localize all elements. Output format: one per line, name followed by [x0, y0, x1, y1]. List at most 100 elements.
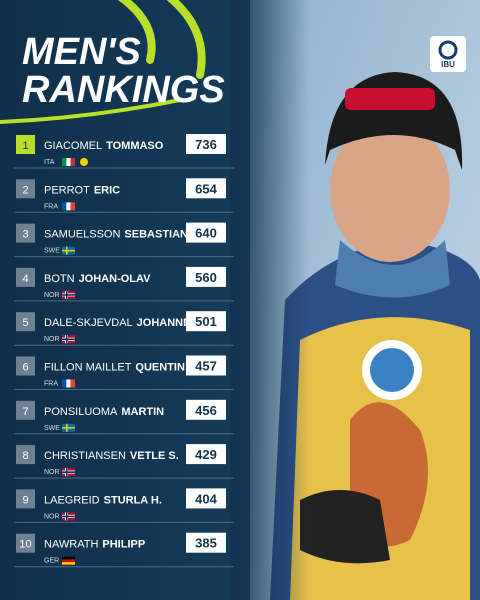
country: ITA [44, 159, 55, 166]
surname: DALE-SKJEVDAL [44, 317, 133, 329]
logo-text: IBU [441, 60, 455, 69]
surname: PERROT [44, 184, 90, 196]
rank-box [16, 267, 35, 287]
rank-box [16, 356, 35, 376]
first-name: SEBASTIAN [124, 229, 188, 241]
country: NOR [44, 292, 60, 299]
athlete-name: FILLON MAILLET QUENTIN [44, 362, 185, 374]
swoosh [0, 0, 206, 124]
flag-stripe [70, 158, 75, 166]
surname: FILLON MAILLET [44, 362, 132, 374]
flag-stripe [62, 379, 67, 388]
rank-box [16, 489, 35, 509]
flag [62, 246, 75, 255]
surname: SAMUELSSON [44, 229, 120, 241]
rank-box [16, 533, 35, 553]
points-box [186, 311, 226, 332]
flag-stripe [70, 379, 75, 388]
country: GER [44, 558, 59, 565]
country: NOR [44, 336, 60, 343]
country: FRA [44, 381, 58, 388]
country: NOR [44, 513, 60, 520]
points: 736 [195, 137, 217, 152]
flag-stripe [62, 158, 67, 166]
flag-cross [62, 471, 75, 473]
ranking-row: 1 GIACOMEL TOMMASO ITA 736 [14, 134, 234, 169]
points: 429 [195, 447, 217, 462]
athlete-name: PONSILUOMA MARTIN [44, 406, 164, 418]
rank: 9 [22, 494, 28, 506]
rank-box [16, 179, 35, 199]
first-name: STURLA H. [104, 494, 162, 506]
points-box [186, 134, 226, 154]
rank: 4 [22, 273, 28, 285]
photo-fade [230, 0, 310, 600]
athlete-name: PERROT ERIC [44, 184, 120, 196]
flag [62, 158, 75, 166]
flag-stripe [62, 556, 75, 560]
points: 404 [195, 491, 217, 506]
country: SWE [44, 248, 60, 255]
athlete-name: NAWRATH PHILIPP [44, 539, 145, 551]
ranking-row: 5 DALE-SKJEVDAL JOHANNES NOR 501 [14, 311, 234, 346]
flag-stripe [70, 202, 75, 211]
flag [62, 335, 75, 344]
leader-dot [80, 158, 88, 166]
points-box [186, 266, 226, 287]
points: 560 [195, 270, 217, 285]
rank: 8 [22, 450, 28, 462]
flag-stripe [62, 559, 75, 563]
athlete-name: BOTN JOHAN-OLAV [44, 273, 151, 285]
surname: GIACOMEL [44, 140, 102, 152]
points-box [186, 532, 226, 553]
surname: PONSILUOMA [44, 406, 118, 418]
surname: CHRISTIANSEN [44, 450, 126, 462]
rank: 3 [22, 229, 28, 241]
flag-cross [62, 338, 75, 340]
rank-box [16, 445, 35, 465]
ranking-row: 10 NAWRATH PHILIPP GER 385 [14, 532, 234, 568]
points: 501 [195, 314, 217, 329]
flag [62, 290, 75, 299]
country: SWE [44, 425, 60, 432]
athlete-name: SAMUELSSON SEBASTIAN [44, 229, 188, 241]
points: 654 [195, 181, 217, 196]
rank: 10 [19, 539, 31, 551]
country: FRA [44, 203, 58, 210]
athlete-name: LAEGREID STURLA H. [44, 494, 162, 506]
flag [62, 556, 75, 565]
title-line: MEN'S [22, 31, 141, 73]
points-box [186, 444, 226, 465]
ranking-row: 7 PONSILUOMA MARTIN SWE 456 [14, 399, 234, 435]
athlete-name: DALE-SKJEVDAL JOHANNES [44, 317, 198, 329]
points: 457 [195, 359, 217, 374]
flag-stripe [66, 158, 71, 166]
logo: IBU [430, 36, 466, 72]
flag-stripe [62, 202, 67, 211]
rank-box [16, 312, 35, 332]
surname: BOTN [44, 273, 75, 285]
points: 456 [195, 403, 217, 418]
flag-stripe [62, 562, 75, 565]
ranking-row: 2 PERROT ERIC FRA 654 [14, 178, 234, 213]
ranking-row: 9 LAEGREID STURLA H. NOR 404 [14, 488, 234, 523]
surname: LAEGREID [44, 494, 100, 506]
points-box [186, 399, 226, 420]
title-line: RANKINGS [22, 69, 225, 111]
flag [62, 512, 75, 521]
first-name: JOHAN-OLAV [79, 273, 152, 285]
ranking-row: 3 SAMUELSSON SEBASTIAN SWE 640 [14, 222, 234, 258]
rank-box [16, 223, 35, 243]
rank-box [16, 135, 35, 154]
rank-box [16, 400, 35, 420]
flag-stripe [66, 202, 71, 211]
flag [62, 202, 75, 211]
flag-cross [62, 249, 75, 252]
rank: 1 [22, 140, 28, 152]
country: NOR [44, 469, 60, 476]
flag-cross [62, 515, 75, 518]
points: 640 [195, 226, 217, 241]
rank: 5 [22, 317, 28, 329]
